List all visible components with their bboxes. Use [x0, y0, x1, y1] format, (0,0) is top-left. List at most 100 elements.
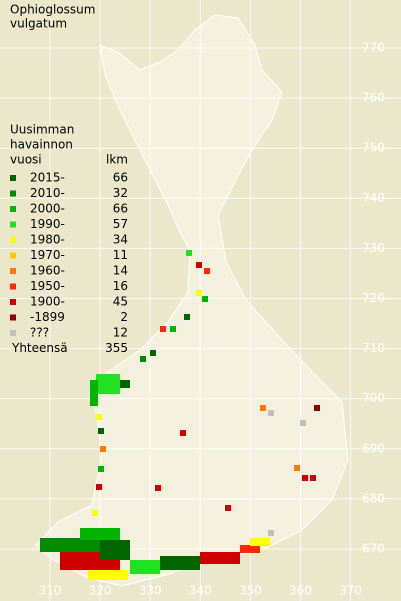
legend-count: 14 — [113, 264, 128, 278]
square — [260, 405, 266, 411]
y-tick-label: 750 — [362, 141, 385, 155]
square — [180, 430, 186, 436]
y-tick-label: 770 — [362, 41, 385, 55]
square — [268, 410, 274, 416]
square — [96, 484, 102, 490]
legend-swatch — [10, 206, 16, 212]
square — [196, 262, 202, 268]
observations — [40, 250, 320, 580]
total-count: 355 — [105, 341, 128, 355]
legend-count: 11 — [113, 248, 128, 262]
square — [98, 466, 104, 472]
square — [92, 510, 98, 516]
legend-count: 66 — [113, 202, 128, 216]
y-tick-label: 670 — [362, 542, 385, 556]
y-tick-label: 760 — [362, 91, 385, 105]
legend-label: ??? — [30, 326, 49, 340]
x-tick-label: 340 — [189, 584, 212, 598]
square — [130, 560, 160, 574]
square — [100, 540, 130, 560]
legend-count: 57 — [113, 217, 128, 231]
country-outline — [35, 14, 349, 587]
x-tick-label: 320 — [89, 584, 112, 598]
square — [240, 545, 260, 553]
square — [314, 405, 320, 411]
square — [96, 414, 102, 420]
legend-swatch — [10, 252, 16, 259]
square — [196, 290, 202, 296]
legend-label: 1970- — [30, 248, 65, 262]
square — [140, 356, 146, 362]
legend-count: 32 — [113, 186, 128, 200]
square — [225, 505, 231, 511]
y-tick-label: 730 — [362, 241, 385, 255]
square — [302, 475, 308, 481]
legend-label: 2010- — [30, 186, 65, 200]
x-tick-label: 330 — [139, 584, 162, 598]
square — [200, 552, 240, 564]
legend-label: 1990- — [30, 217, 65, 231]
x-tick-label: 370 — [339, 584, 362, 598]
legend-swatch — [10, 283, 16, 290]
square — [250, 538, 270, 546]
y-tick-label: 680 — [362, 491, 385, 505]
square — [100, 446, 106, 452]
y-tick-label: 720 — [362, 291, 385, 305]
square — [300, 420, 306, 426]
legend-count: 12 — [113, 326, 128, 340]
legend-label: -1899 — [30, 310, 65, 324]
legend-swatch — [10, 299, 16, 305]
legend-count: 2 — [120, 310, 128, 324]
square — [155, 485, 161, 491]
y-tick-label: 690 — [362, 441, 385, 455]
y-tick-label: 700 — [362, 391, 385, 405]
legend-title: Uusimman — [10, 123, 74, 137]
title: Ophioglossum — [10, 3, 95, 17]
square — [88, 570, 128, 580]
legend-label: 2015- — [30, 171, 65, 185]
title: vulgatum — [10, 17, 67, 31]
x-tick-label: 360 — [289, 584, 312, 598]
legend-label: 2000- — [30, 202, 65, 216]
legend-swatch — [10, 190, 16, 197]
square — [96, 374, 120, 394]
legend-count: 16 — [113, 279, 128, 293]
legend-swatch — [10, 221, 16, 228]
legend-label: 1950- — [30, 279, 65, 293]
legend-swatch — [10, 268, 16, 274]
legend-count: 34 — [113, 233, 128, 247]
y-tick-label: 740 — [362, 191, 385, 205]
x-tick-label: 350 — [239, 584, 262, 598]
square — [204, 268, 210, 274]
legend-count-header: lkm — [106, 153, 128, 167]
legend-count: 66 — [113, 171, 128, 185]
square — [202, 296, 208, 302]
legend-swatch — [10, 314, 16, 321]
x-tick-label: 310 — [39, 584, 62, 598]
square — [310, 475, 316, 481]
square — [268, 530, 274, 536]
square — [160, 326, 166, 332]
total-label: Yhteensä — [11, 341, 68, 355]
square — [184, 314, 190, 320]
legend-count: 45 — [113, 295, 128, 309]
square — [160, 556, 200, 570]
y-tick-label: 710 — [362, 341, 385, 355]
legend-label: 1980- — [30, 233, 65, 247]
legend-swatch — [10, 237, 16, 243]
legend: 2015- 66 2010- 32 2000- 66 1990- 57 1980- 34 1970-… — [10, 171, 128, 355]
legend-swatch — [10, 175, 16, 181]
legend-label: 1900- — [30, 295, 65, 309]
square — [186, 250, 192, 256]
legend-title: havainnon — [10, 138, 73, 152]
square — [150, 350, 156, 356]
square — [90, 380, 98, 406]
square — [170, 326, 176, 332]
square — [98, 428, 104, 434]
legend-swatch — [10, 330, 16, 336]
legend-title: vuosi — [10, 153, 42, 167]
square — [40, 538, 100, 552]
square — [80, 528, 120, 540]
legend-label: 1960- — [30, 264, 65, 278]
